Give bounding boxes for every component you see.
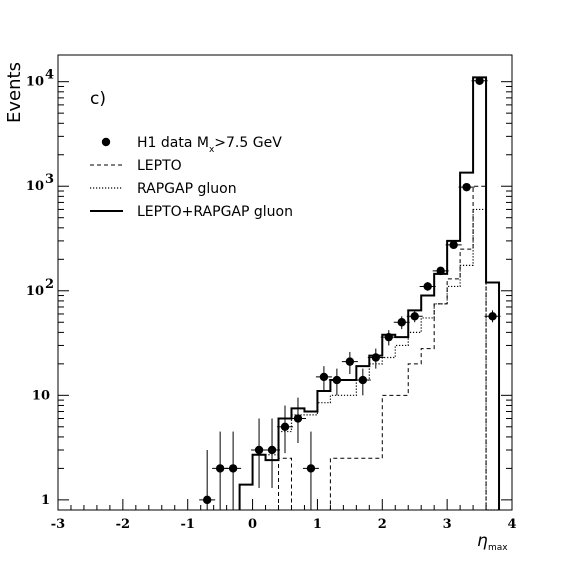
x-axis-label: η [477, 531, 488, 551]
data-point [215, 464, 225, 473]
x-tick-label: 3 [443, 517, 452, 532]
data-point [397, 318, 406, 327]
plot-frame [57, 54, 513, 511]
y-tick-label: 1 [41, 493, 50, 508]
y-tick-label-exponent: 2 [45, 277, 54, 292]
data-point [449, 240, 458, 250]
y-tick-label: 10 [26, 284, 44, 299]
x-tick-label: -1 [180, 517, 194, 532]
x-tick-label: 0 [248, 517, 257, 532]
data-point [488, 312, 497, 321]
data-point [384, 332, 393, 342]
x-tick-label: -3 [51, 517, 65, 532]
y-tick-label-exponent: 3 [45, 172, 54, 187]
x-axis-label-subscript: max [488, 543, 508, 553]
y-tick-label: 10 [26, 179, 44, 194]
data-point [345, 357, 355, 366]
data-point [293, 414, 303, 423]
legend-label: LEPTO [137, 158, 182, 174]
legend-marker-points [101, 137, 111, 147]
data-point [410, 312, 419, 321]
legend-label: LEPTO+RAPGAP gluon [137, 204, 293, 220]
x-tick-label: 2 [378, 517, 387, 532]
data-point [202, 495, 212, 505]
data-point [306, 464, 316, 473]
data-point [228, 464, 238, 473]
data-point [254, 445, 264, 455]
data-point [332, 375, 342, 385]
hist-lepto-rapgap-gluon [238, 76, 501, 510]
hist-lepto [278, 185, 500, 511]
data-point [358, 375, 368, 385]
y-tick-label: 10 [32, 388, 50, 403]
y-tick-label: 10 [26, 75, 44, 90]
legend-label: H1 data Mx>7.5 GeV [137, 135, 282, 155]
data-point [319, 372, 329, 382]
data-point [371, 353, 380, 362]
y-axis-label: Events [4, 62, 25, 123]
data-point [267, 445, 277, 455]
data-point [423, 282, 432, 291]
data-point [280, 422, 290, 431]
data-point [436, 266, 445, 276]
x-tick-label: -2 [116, 517, 130, 532]
legend: H1 data Mx>7.5 GeV LEPTO RAPGAP gluon LEPTO… [90, 135, 293, 220]
data-point [475, 76, 484, 85]
legend-label: RAPGAP gluon [137, 181, 237, 197]
data-points-layer [199, 76, 501, 510]
x-tick-label: 1 [313, 517, 322, 532]
y-tick-label-exponent: 4 [45, 68, 54, 83]
data-point [462, 182, 471, 192]
panel-label: c) [90, 89, 106, 109]
x-tick-label: 4 [507, 517, 516, 532]
